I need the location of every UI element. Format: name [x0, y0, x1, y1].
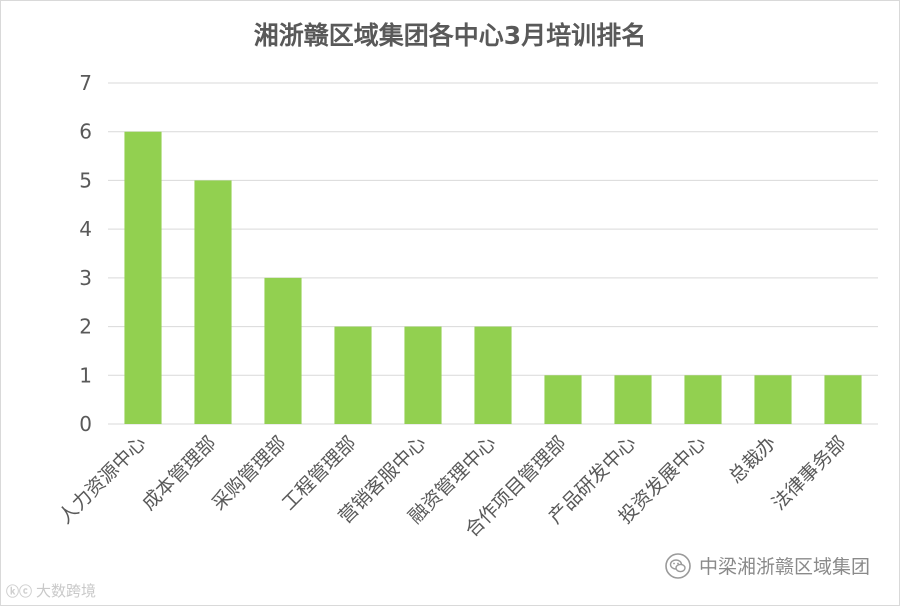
bar [194, 180, 232, 424]
corner-logo-text: 大数跨境 [36, 582, 97, 600]
bar [684, 375, 722, 424]
y-tick-label: 7 [79, 71, 92, 95]
x-tick-label: 人力资源中心 [54, 432, 150, 528]
y-tick-label: 3 [79, 266, 92, 290]
y-tick-label: 2 [79, 315, 92, 339]
y-tick-label: 4 [79, 217, 92, 241]
corner-logo-mark: ⓚⓒ [6, 585, 33, 600]
y-tick-label: 5 [79, 168, 92, 192]
bar [474, 326, 512, 424]
x-tick-label: 成本管理部 [138, 432, 221, 515]
x-tick-label: 法律事务部 [768, 432, 851, 515]
bar [124, 131, 162, 424]
y-tick-label: 0 [79, 412, 92, 436]
chart-title: 湘浙赣区域集团各中心3月培训排名 [254, 21, 646, 50]
bar [544, 375, 582, 424]
y-tick-label: 1 [79, 363, 92, 387]
watermark-text: 中梁湘浙赣区域集团 [698, 556, 870, 578]
bar [404, 326, 442, 424]
wechat-icon [665, 552, 691, 579]
corner-logo: ⓚⓒ 大数跨境 [6, 580, 96, 601]
bar [614, 375, 652, 424]
x-tick-label: 总裁办 [725, 432, 781, 488]
watermark: 中梁湘浙赣区域集团 [665, 552, 870, 579]
bar [334, 326, 372, 424]
bar [824, 375, 862, 424]
bar [264, 277, 302, 424]
x-tick-label: 采购管理部 [208, 432, 291, 515]
bar [754, 375, 792, 424]
y-tick-label: 6 [79, 120, 92, 144]
